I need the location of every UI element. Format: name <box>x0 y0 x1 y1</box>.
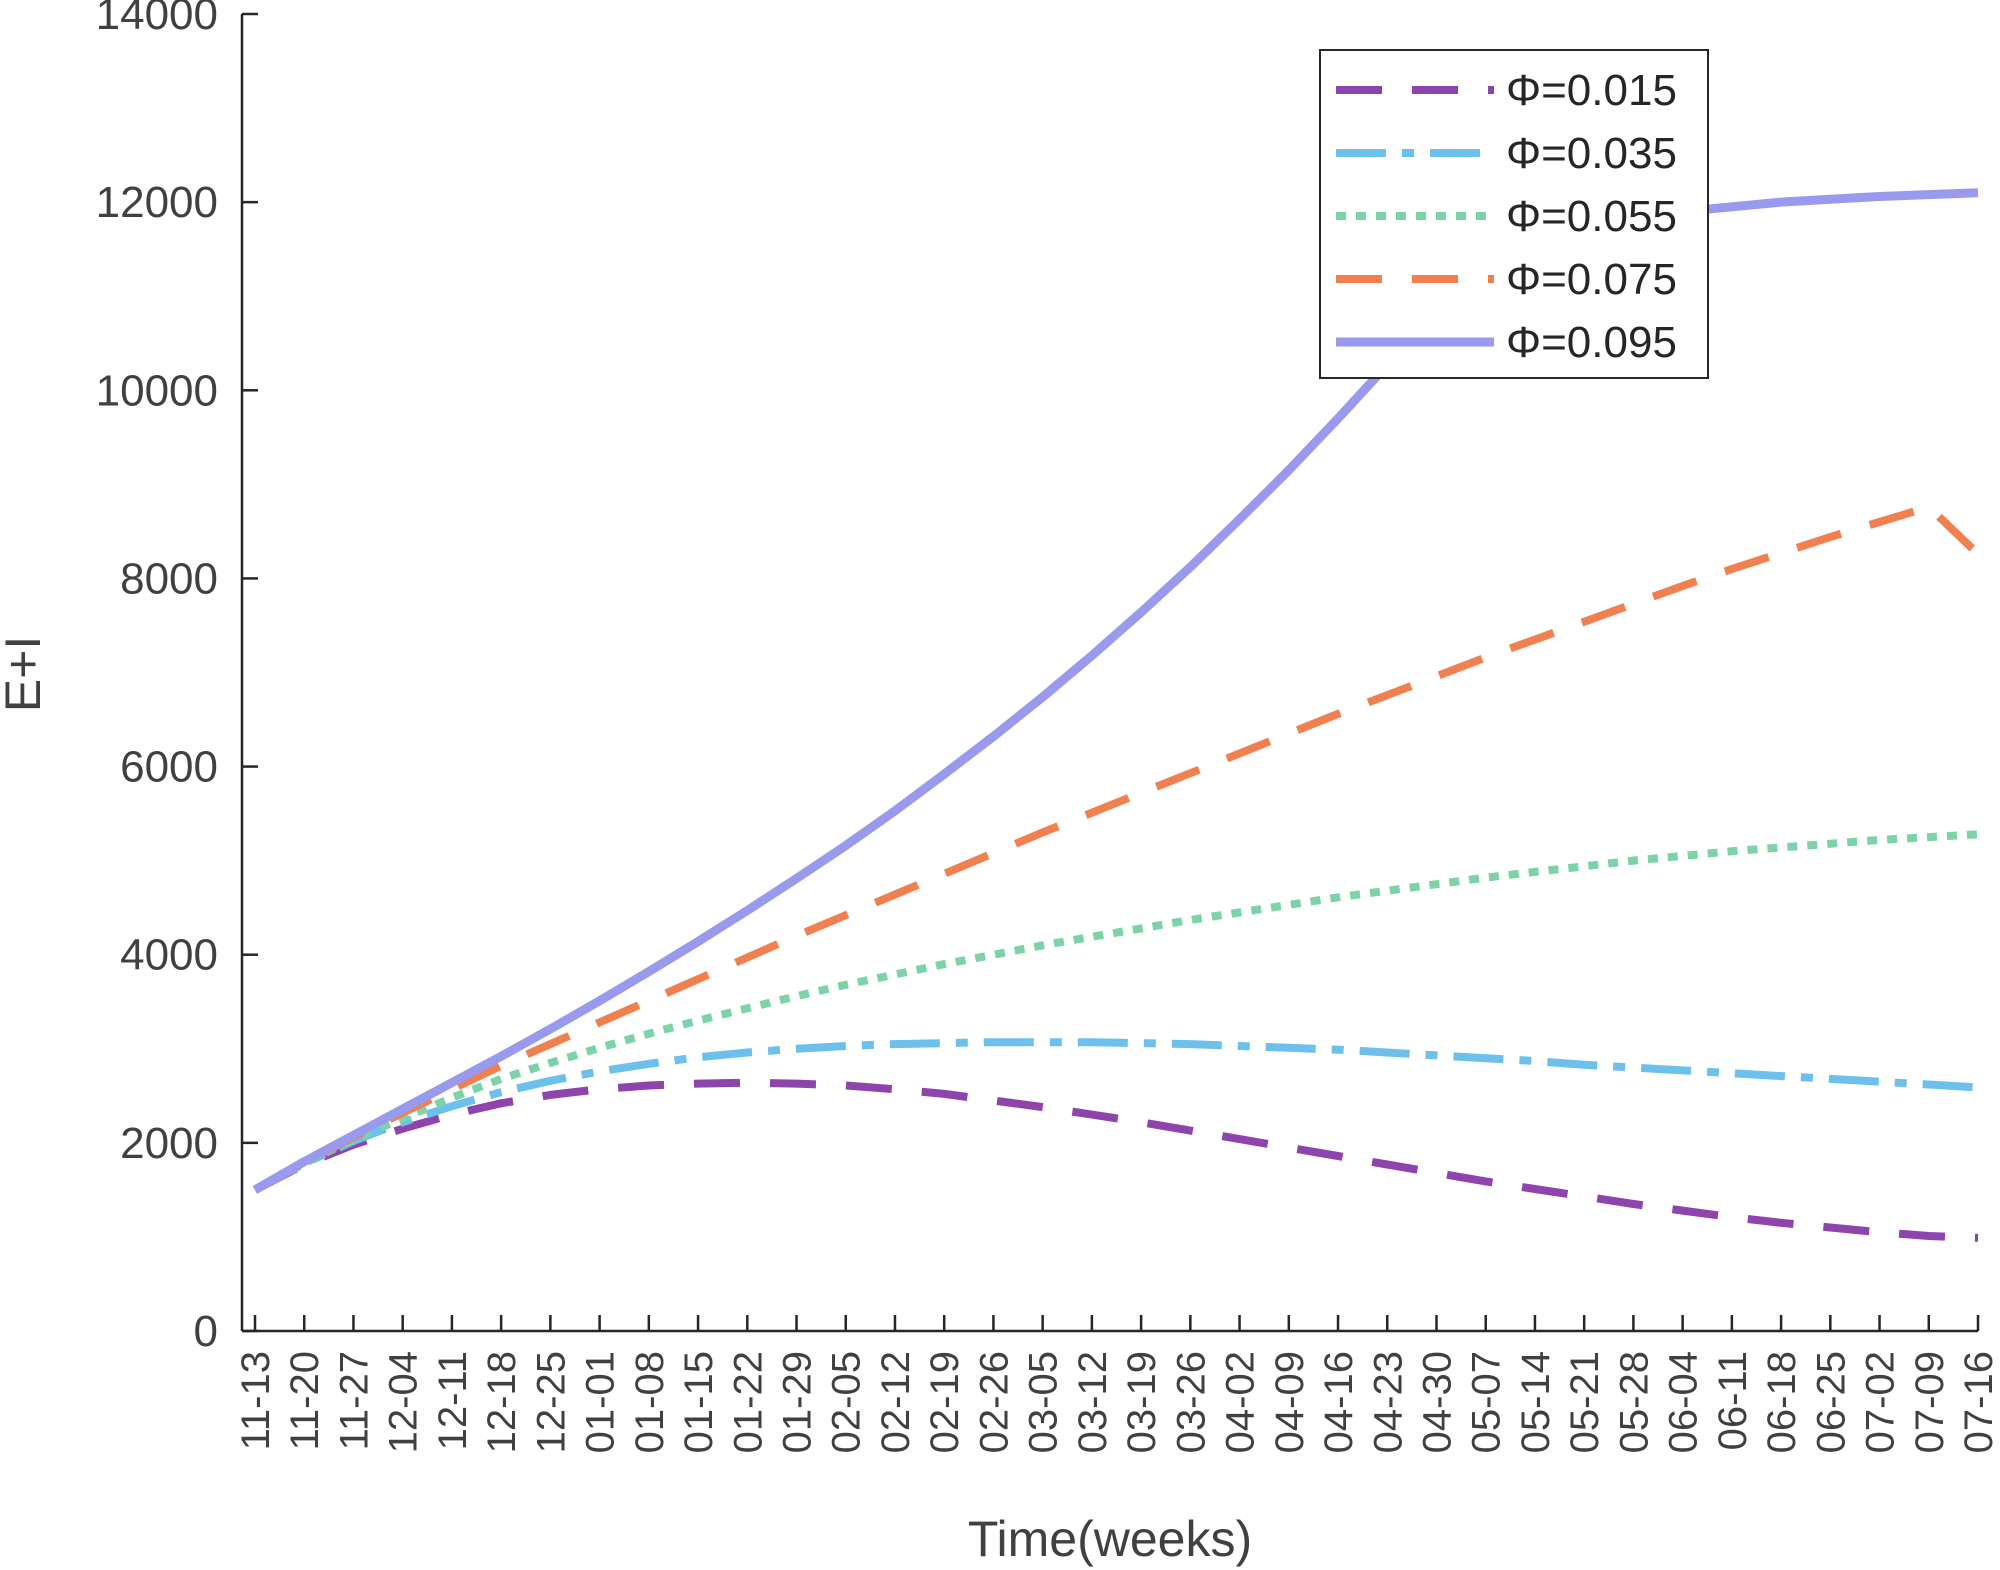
x-tick-label: 12-18 <box>480 1351 524 1453</box>
x-tick-label: 04-23 <box>1366 1351 1410 1453</box>
x-tick-label: 07-09 <box>1908 1351 1952 1453</box>
legend: Φ=0.015 Φ=0.035 Φ=0.055 Φ=0.075 Φ=0.095 <box>1319 49 1709 379</box>
x-tick-label: 11-27 <box>332 1351 376 1450</box>
series-line <box>253 830 1979 1194</box>
x-tick-label: 01-29 <box>776 1351 820 1453</box>
x-tick-label: 03-05 <box>1022 1351 1066 1453</box>
series-line <box>253 1038 1979 1194</box>
x-tick-label: 06-11 <box>1711 1351 1755 1450</box>
x-tick-label: 12-11 <box>431 1351 475 1450</box>
y-axis-ticks: 0 2000 4000 6000 8000 10000 12000 14000 <box>96 0 258 1356</box>
x-tick-label: 05-07 <box>1465 1351 1509 1453</box>
x-tick-label: 11-20 <box>283 1351 327 1450</box>
x-axis-ticks: 11-13 11-20 11-27 12-04 12-11 12-18 12-25 01-01… <box>234 1315 2000 1453</box>
legend-label: Φ=0.095 <box>1506 318 1677 367</box>
y-tick-label: 4000 <box>120 931 218 980</box>
x-tick-label: 12-04 <box>382 1351 426 1453</box>
plot-area <box>252 188 1981 1242</box>
y-tick-label: 0 <box>194 1307 218 1356</box>
x-tick-label: 03-19 <box>1120 1351 1164 1453</box>
y-tick-label: 6000 <box>120 743 218 792</box>
x-tick-label: 05-21 <box>1563 1351 1607 1453</box>
x-tick-label: 04-09 <box>1268 1351 1312 1453</box>
x-tick-label: 04-02 <box>1219 1351 1263 1453</box>
x-tick-label: 01-01 <box>579 1351 623 1453</box>
x-tick-label: 06-25 <box>1809 1351 1853 1453</box>
legend-label: Φ=0.035 <box>1506 129 1677 178</box>
y-axis-label: E+I <box>0 636 51 712</box>
x-tick-label: 02-19 <box>923 1351 967 1453</box>
x-tick-label: 05-14 <box>1514 1351 1558 1453</box>
x-tick-label: 02-12 <box>874 1351 918 1453</box>
x-tick-label: 03-26 <box>1169 1351 1213 1453</box>
axes <box>240 14 1978 1333</box>
x-axis-label: Time(weeks) <box>968 1511 1252 1567</box>
x-tick-label: 05-28 <box>1612 1351 1656 1453</box>
x-tick-label: 04-30 <box>1415 1351 1459 1453</box>
x-tick-label: 01-15 <box>677 1351 721 1453</box>
series-line <box>253 1078 1979 1242</box>
legend-label: Φ=0.075 <box>1506 255 1677 304</box>
y-tick-label: 14000 <box>96 0 218 39</box>
x-tick-label: 06-18 <box>1760 1351 1804 1453</box>
x-tick-label: 02-26 <box>972 1351 1016 1453</box>
x-tick-label: 11-13 <box>234 1351 278 1450</box>
y-tick-label: 10000 <box>96 366 218 415</box>
series-line <box>253 502 1981 1194</box>
legend-label: Φ=0.055 <box>1506 192 1677 241</box>
x-tick-label: 02-05 <box>825 1351 869 1453</box>
x-tick-label: 01-22 <box>726 1351 770 1453</box>
y-tick-label: 8000 <box>120 554 218 603</box>
y-tick-label: 12000 <box>96 178 218 227</box>
x-tick-label: 06-04 <box>1662 1351 1706 1453</box>
x-tick-label: 07-16 <box>1957 1351 2000 1453</box>
x-tick-label: 07-02 <box>1859 1351 1903 1453</box>
x-tick-label: 01-08 <box>628 1351 672 1453</box>
y-tick-label: 2000 <box>120 1119 218 1168</box>
x-tick-label: 04-16 <box>1317 1351 1361 1453</box>
legend-label: Φ=0.015 <box>1506 66 1677 115</box>
x-tick-label: 12-25 <box>529 1351 573 1453</box>
x-tick-label: 03-12 <box>1071 1351 1115 1453</box>
